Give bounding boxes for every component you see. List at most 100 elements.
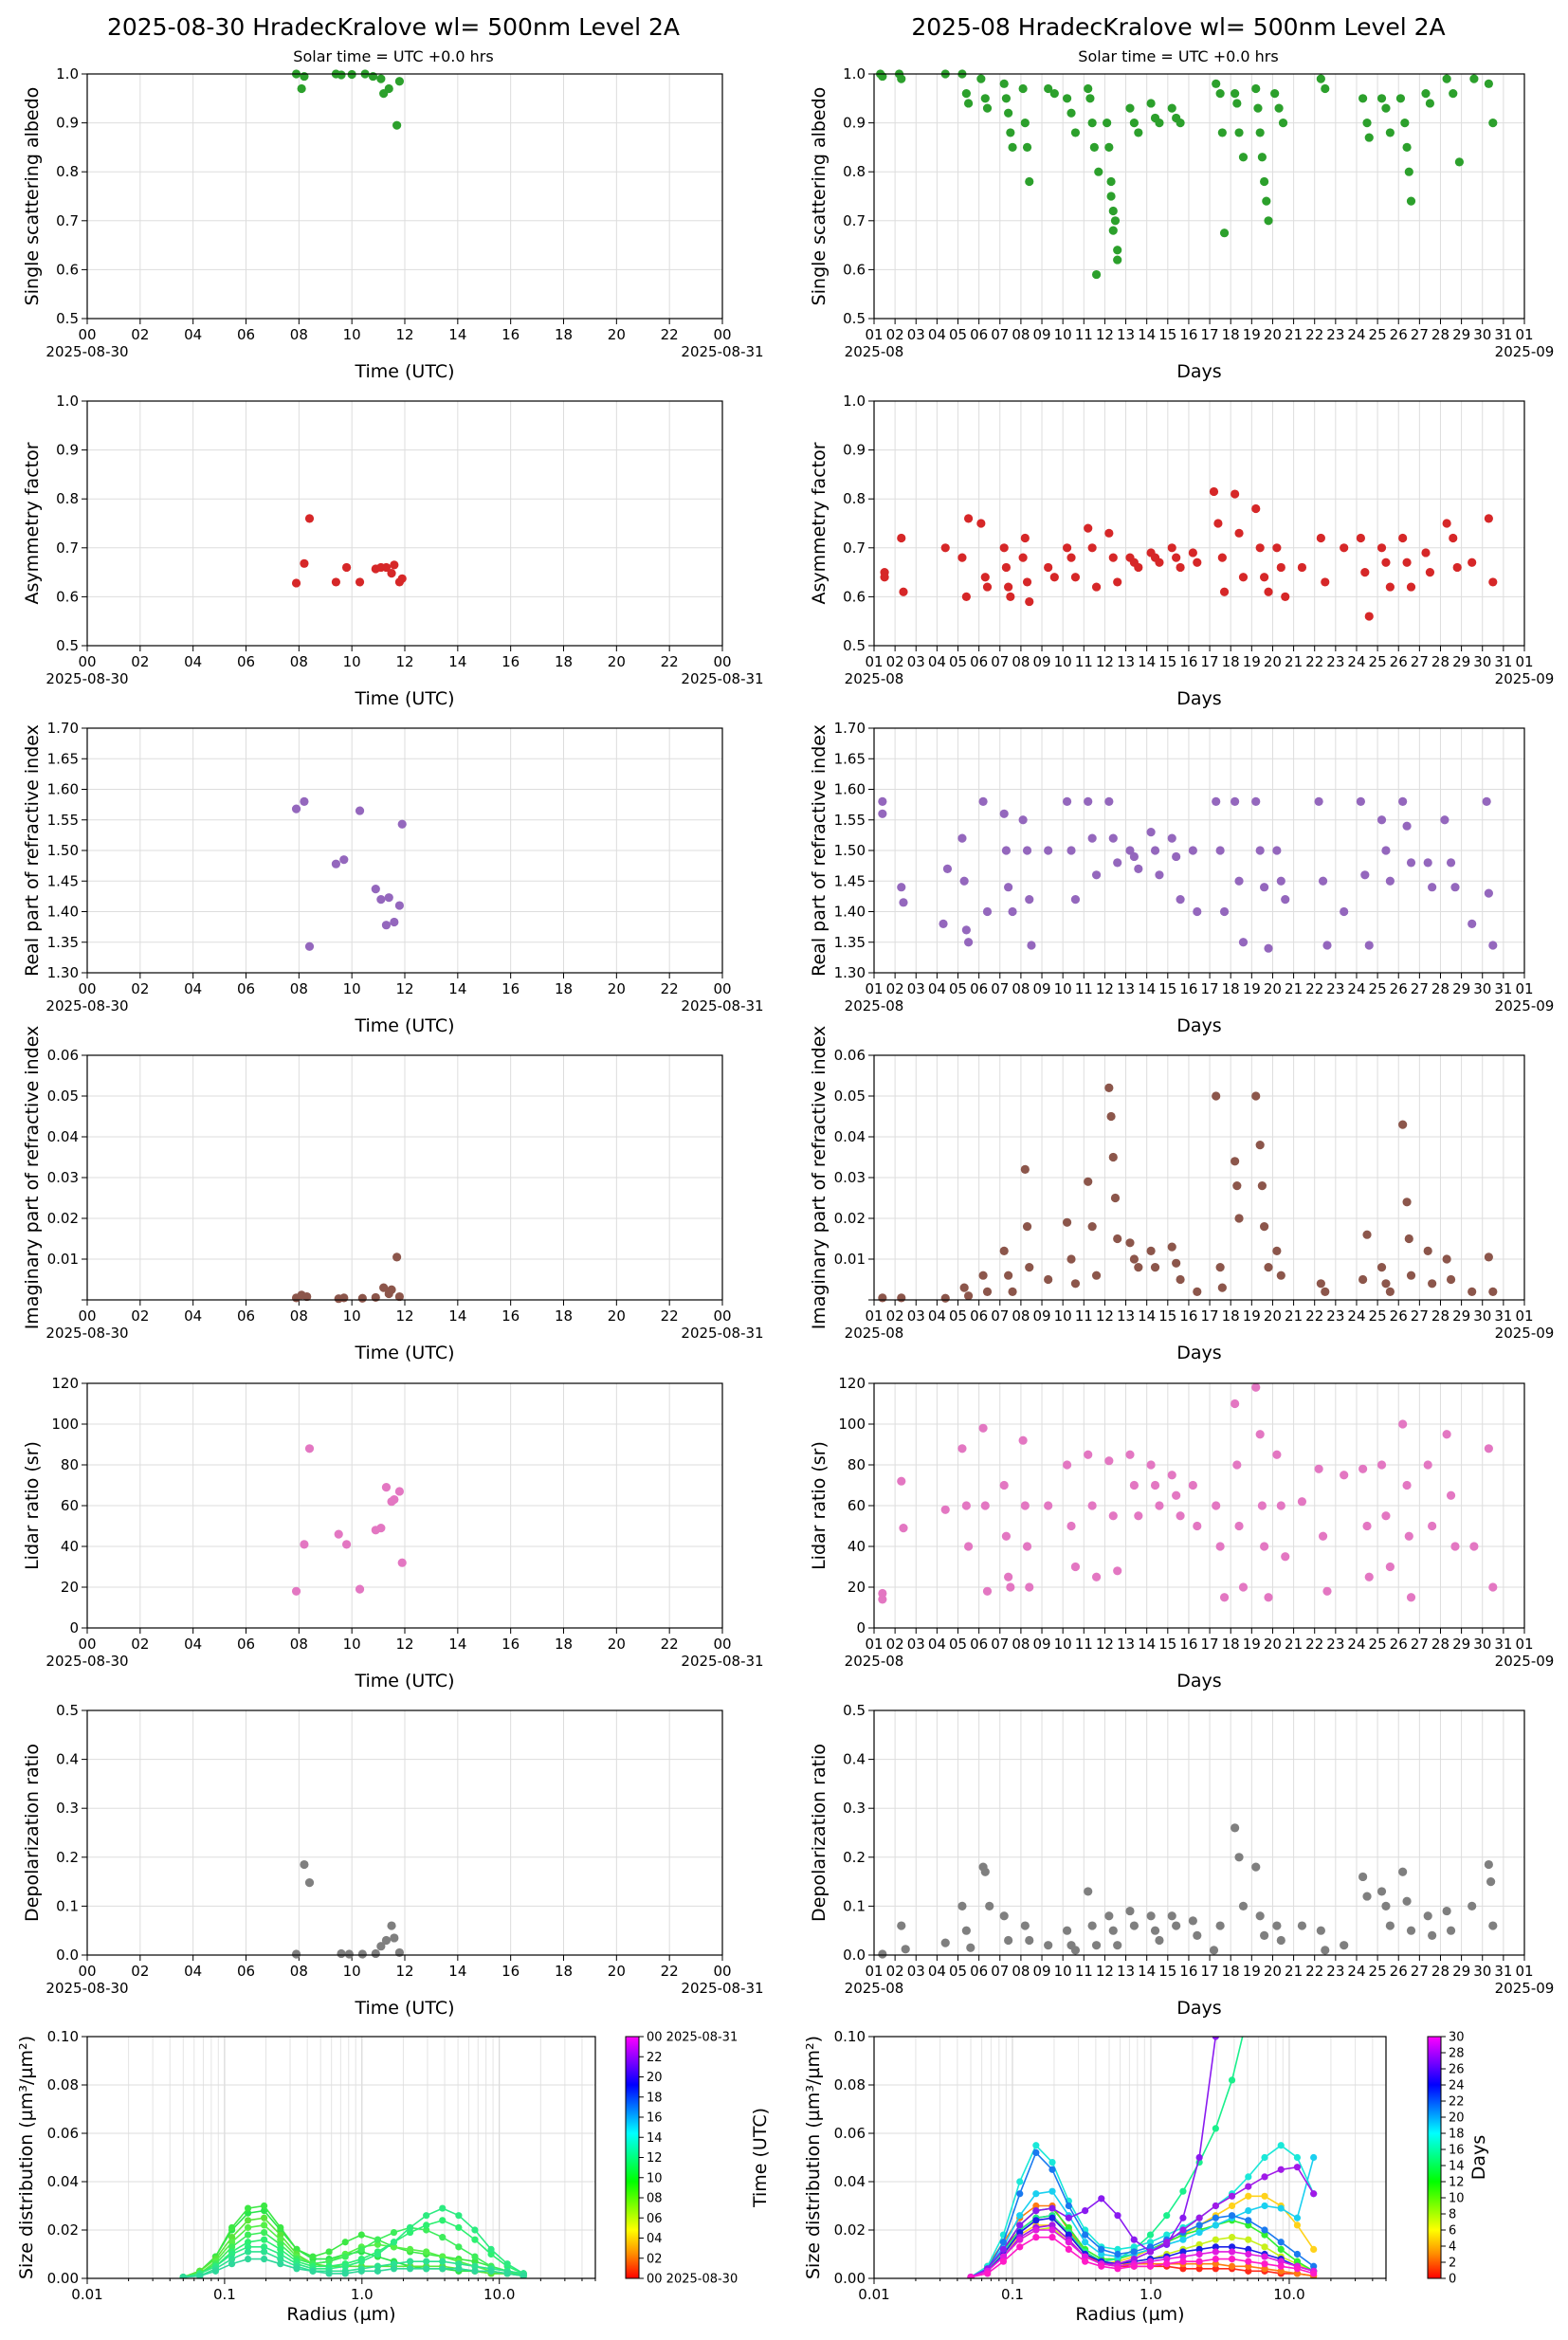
data-point [1234, 1853, 1244, 1862]
tick-label-x: 11 [1075, 980, 1093, 997]
data-point [1469, 74, 1479, 83]
series-point [1310, 2190, 1318, 2198]
tick-label-x: 08 [1012, 326, 1030, 343]
series-point [1293, 2214, 1302, 2221]
data-point [1264, 943, 1273, 953]
tick-label-y: 0.04 [47, 2173, 79, 2190]
data-point [1044, 562, 1053, 573]
series-point [503, 2270, 511, 2277]
tick-label-x: 00 [78, 1307, 96, 1325]
tick-label-x: 08 [1012, 1963, 1030, 1980]
tick-label-x: 14 [1138, 980, 1156, 997]
data-point [1231, 1823, 1240, 1833]
tick-label-y: 1.35 [834, 934, 866, 951]
data-point [1018, 1435, 1028, 1445]
tick-label-y: 20 [848, 1579, 866, 1596]
tick-label-x: 04 [928, 1636, 946, 1653]
data-point [1167, 543, 1176, 553]
y-axis-label: Real part of refractive index [809, 724, 830, 977]
tick-label-x: 22 [661, 653, 679, 670]
series-point [1065, 2231, 1072, 2239]
series-point [1212, 2125, 1219, 2132]
series-point [471, 2258, 479, 2265]
data-point [1022, 577, 1032, 587]
data-point [1406, 1926, 1416, 1935]
data-point [1094, 167, 1103, 176]
data-point [963, 514, 974, 523]
start-month-label: 2025-08 [845, 1653, 904, 1670]
series-point [1261, 2260, 1268, 2268]
series-point [1228, 2212, 1236, 2220]
series-point [1130, 2243, 1138, 2251]
tick-label-y: 0.7 [56, 539, 79, 557]
data-point [1084, 1177, 1093, 1186]
tick-label-x: 06 [237, 1636, 255, 1653]
tick-label-x: 16 [1179, 326, 1197, 343]
tick-label-x: 11 [1075, 653, 1093, 670]
series-point [984, 2270, 992, 2277]
series-point [487, 2250, 495, 2258]
data-point [1281, 895, 1290, 905]
data-point [999, 543, 1009, 553]
data-point [1087, 1921, 1097, 1930]
tick-label-x: 22 [661, 1963, 679, 1980]
data-point [1238, 573, 1249, 582]
tick-label-x: 12 [395, 1307, 413, 1325]
tick-label-x: 13 [1117, 1307, 1135, 1325]
tick-label-x: 00 [78, 653, 96, 670]
tick-label-y: 0.08 [47, 2076, 79, 2093]
tick-label-y: 1.0 [56, 65, 79, 82]
tick-label-x: 16 [1179, 1963, 1197, 1980]
data-point [1062, 796, 1072, 807]
series-point [1195, 2228, 1203, 2237]
y-axis-label: Size distribution (µm³/µm²) [16, 2036, 37, 2279]
data-point [1150, 1480, 1160, 1490]
data-point [1234, 128, 1244, 137]
tick-label-x: 04 [184, 1636, 202, 1653]
series-point [1277, 2204, 1285, 2212]
series-point [325, 2258, 333, 2265]
end-month-label: 2025-09 [1495, 1325, 1555, 1342]
data-point [1001, 1531, 1012, 1541]
tick-label-x: 04 [928, 653, 946, 670]
data-point [1469, 1542, 1479, 1551]
data-point [339, 1293, 349, 1303]
series-point [1277, 2142, 1285, 2149]
series-point [999, 2253, 1008, 2260]
data-point [1385, 1562, 1395, 1572]
x-axis-label: Time (UTC) [354, 1343, 454, 1363]
data-point [387, 1285, 396, 1294]
data-point [392, 120, 402, 130]
data-point [980, 573, 990, 582]
series-point [1195, 2245, 1203, 2253]
data-point [1025, 176, 1034, 187]
data-point [1167, 103, 1176, 113]
data-point [961, 592, 971, 602]
data-point [1402, 821, 1412, 831]
tick-label-x: 10 [1054, 1636, 1072, 1653]
data-point [341, 562, 352, 573]
tick-label-x: 10 [343, 1963, 361, 1980]
data-point [1091, 582, 1102, 592]
series-point [244, 2217, 252, 2224]
series-point [1212, 2248, 1219, 2256]
series-point [1163, 2212, 1171, 2220]
data-point [291, 1949, 301, 1959]
colorbar-tick-label: 14 [647, 2131, 663, 2146]
data-point [1129, 1921, 1139, 1930]
data-point [1321, 1287, 1330, 1296]
series-point [471, 2226, 479, 2234]
end-month-label: 2025-09 [1495, 1653, 1555, 1670]
series-point [1016, 2190, 1024, 2198]
data-point [1125, 1238, 1135, 1248]
tick-label-x: 1.0 [351, 2286, 374, 2303]
tick-label-x: 22 [661, 980, 679, 997]
tick-label-x: 28 [1431, 653, 1449, 670]
tick-label-y: 0.00 [47, 2270, 79, 2287]
data-point [1272, 1450, 1282, 1459]
tick-label-x: 04 [928, 1307, 946, 1325]
tick-label-y: 0.10 [834, 2028, 866, 2045]
colorbar-tick-label: 10 [1449, 2192, 1465, 2206]
tick-label-x: 05 [949, 653, 967, 670]
tick-label-x: 20 [1264, 1963, 1282, 1980]
